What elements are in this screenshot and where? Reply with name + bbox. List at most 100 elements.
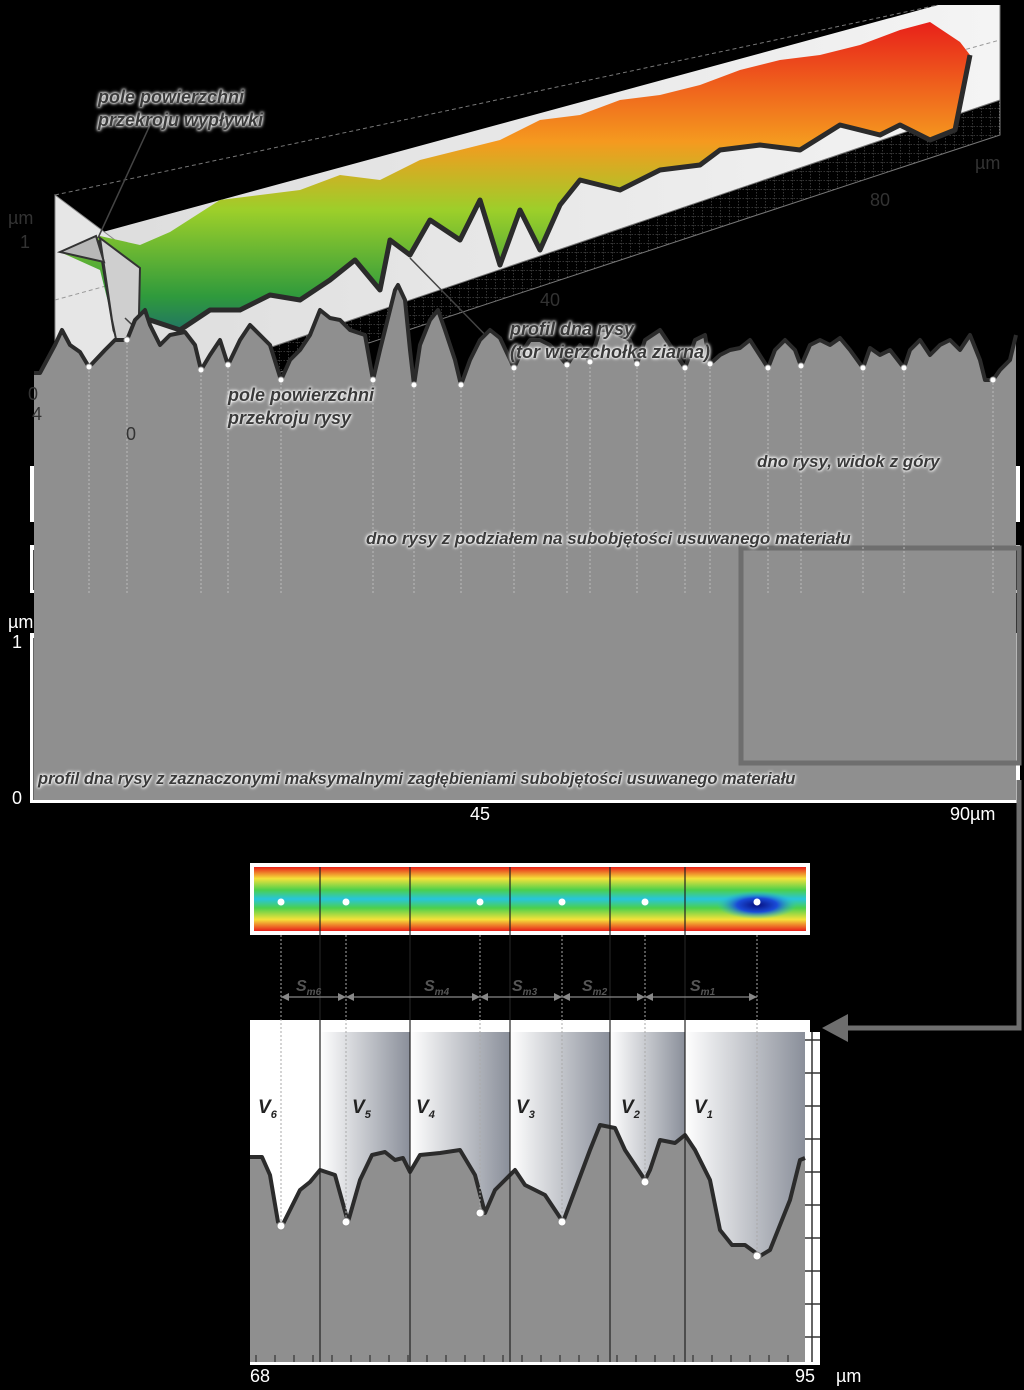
spacing-label-text: Sm4 xyxy=(424,978,450,999)
profile-caption: profil dna rysy z zaznaczonymi maksymaln… xyxy=(38,770,796,788)
volume-label: V4 xyxy=(416,1096,435,1127)
spacing-label: Sm6 xyxy=(296,975,321,1004)
profile-minimum-point xyxy=(797,362,805,370)
profile-minimum-point xyxy=(989,376,997,384)
profile-y-tick-1: 1 xyxy=(12,632,23,652)
segmented-caption: dno rysy z podziałem na subobjętości usu… xyxy=(366,529,851,548)
volume-label: V3 xyxy=(516,1096,535,1127)
spacing-label-text: Sm3 xyxy=(512,978,538,999)
zoom-connector xyxy=(835,780,1022,1031)
spacing-label-text: Sm1 xyxy=(690,978,716,999)
z-tick-0: 0 xyxy=(28,384,39,404)
volume-label-text: V3 xyxy=(516,1097,535,1121)
profile-y-tick-0: 0 xyxy=(12,788,23,808)
profile-minimum-point xyxy=(706,360,714,368)
profile-minimum-point xyxy=(457,381,465,389)
annotation-groove-area-line1: pole powierzchni xyxy=(228,385,375,405)
volume-label-text: V4 xyxy=(416,1097,435,1121)
volume-label: V2 xyxy=(621,1096,640,1127)
zoom-minimum-point xyxy=(640,1177,650,1187)
annotation-flash-area-line1: pole powierzchni xyxy=(98,87,245,107)
surface-3d-panel xyxy=(54,4,1001,421)
profile-minimum-point xyxy=(859,364,867,372)
zoom-profile-area xyxy=(250,1125,805,1362)
flash-cross-section xyxy=(56,234,106,264)
zoom-x-tick-68: 68 xyxy=(250,1366,271,1386)
spacing-label-text: Sm2 xyxy=(582,978,608,999)
volume-label-text: V1 xyxy=(694,1097,713,1121)
profile-minimum-point xyxy=(633,360,641,368)
zoom-minimum-point xyxy=(341,1217,351,1227)
zoom-minimum-point xyxy=(276,1221,286,1231)
spacing-arrow-head xyxy=(554,993,562,1001)
profile-minimum-point xyxy=(224,361,232,369)
spacing-label: Sm3 xyxy=(512,975,537,1004)
profile-x-tick-90: 90µm xyxy=(950,804,996,824)
spacing-arrow-head xyxy=(472,993,480,1001)
volume-label: V1 xyxy=(694,1096,713,1127)
spacing-arrow-head xyxy=(562,993,570,1001)
spacing-arrow-head xyxy=(480,993,488,1001)
x-unit-3d: µm xyxy=(975,153,1001,173)
spacing-arrow-head xyxy=(338,993,346,1001)
zoom-cell-minimum-marker xyxy=(342,898,350,906)
spacing-label: Sm4 xyxy=(424,975,449,1004)
spacing-label: Sm2 xyxy=(582,975,607,1004)
spacing-arrow-head xyxy=(346,993,354,1001)
zoom-cell-minimum-marker xyxy=(641,898,649,906)
groove-bottom-profile-line xyxy=(97,54,973,368)
profile-minimum-point xyxy=(510,364,518,372)
zoom-minimum-point xyxy=(752,1251,762,1261)
volume-label-text: V6 xyxy=(258,1097,277,1121)
zoom-cell-minimum-marker xyxy=(476,898,484,906)
profile-minimum-point xyxy=(764,364,772,372)
profile-y-unit: µm xyxy=(8,612,34,632)
profile-minimum-point xyxy=(900,364,908,372)
zoom-cell-minimum-marker xyxy=(277,898,285,906)
zoom-minimum-point xyxy=(475,1208,485,1218)
zoom-region-frame xyxy=(738,545,1022,766)
zoom-x-tick-95: 95 xyxy=(795,1366,816,1386)
x-tick-80: 80 xyxy=(870,190,891,210)
profile-minimum-point xyxy=(563,361,571,369)
zoom-minimum-point xyxy=(557,1217,567,1227)
profile-x-tick-45: 45 xyxy=(470,804,491,824)
spacing-arrow-head xyxy=(749,993,757,1001)
y-tick-4: 4 xyxy=(32,404,43,424)
spacing-arrow-head xyxy=(637,993,645,1001)
profile-area xyxy=(34,285,1016,800)
annotation-flash-area-line2: przekroju wypływki xyxy=(98,110,264,130)
spacing-label-text: Sm6 xyxy=(296,978,322,999)
annotation-bottom-profile-line2: (tor wierzchołka ziarna) xyxy=(510,342,711,362)
volume-label-text: V2 xyxy=(621,1097,640,1121)
zoom-cell-minimum-marker xyxy=(753,898,761,906)
volume-label-text: V5 xyxy=(352,1097,371,1121)
x-tick-40: 40 xyxy=(540,290,561,310)
spacing-label: Sm1 xyxy=(690,975,715,1004)
profile-minimum-point xyxy=(123,336,131,344)
profile-chart xyxy=(30,283,1020,803)
profile-minimum-point xyxy=(85,363,93,371)
profile-minimum-point xyxy=(586,358,594,366)
surface-fill xyxy=(60,22,970,365)
z-tick-1: 1 xyxy=(20,232,31,252)
leader-flash xyxy=(97,124,151,239)
zoom-arrow-head xyxy=(822,1014,848,1042)
annotation-bottom-profile: profil dna rysy (tor wierzchołka ziarna) xyxy=(510,318,710,364)
profile-minimum-point xyxy=(277,376,285,384)
profile-minimum-point xyxy=(410,381,418,389)
profile-minimum-point xyxy=(197,366,205,374)
annotation-groove-area-line2: przekroju rysy xyxy=(228,408,352,428)
volume-label: V5 xyxy=(352,1096,371,1127)
zoom-x-unit: µm xyxy=(836,1366,862,1386)
spacing-arrow-head xyxy=(645,993,653,1001)
zoom-profile-line xyxy=(250,1123,806,1258)
y-tick-0: 0 xyxy=(126,424,137,444)
profile-minimum-point xyxy=(681,364,689,372)
spacing-arrow-head xyxy=(281,993,289,1001)
annotation-flash-area: pole powierzchni przekroju wypływki xyxy=(98,86,263,132)
annotation-groove-area: pole powierzchni przekroju rysy xyxy=(228,384,374,430)
z-unit-label: µm xyxy=(8,208,34,228)
annotation-bottom-profile-line1: profil dna rysy xyxy=(510,319,635,339)
